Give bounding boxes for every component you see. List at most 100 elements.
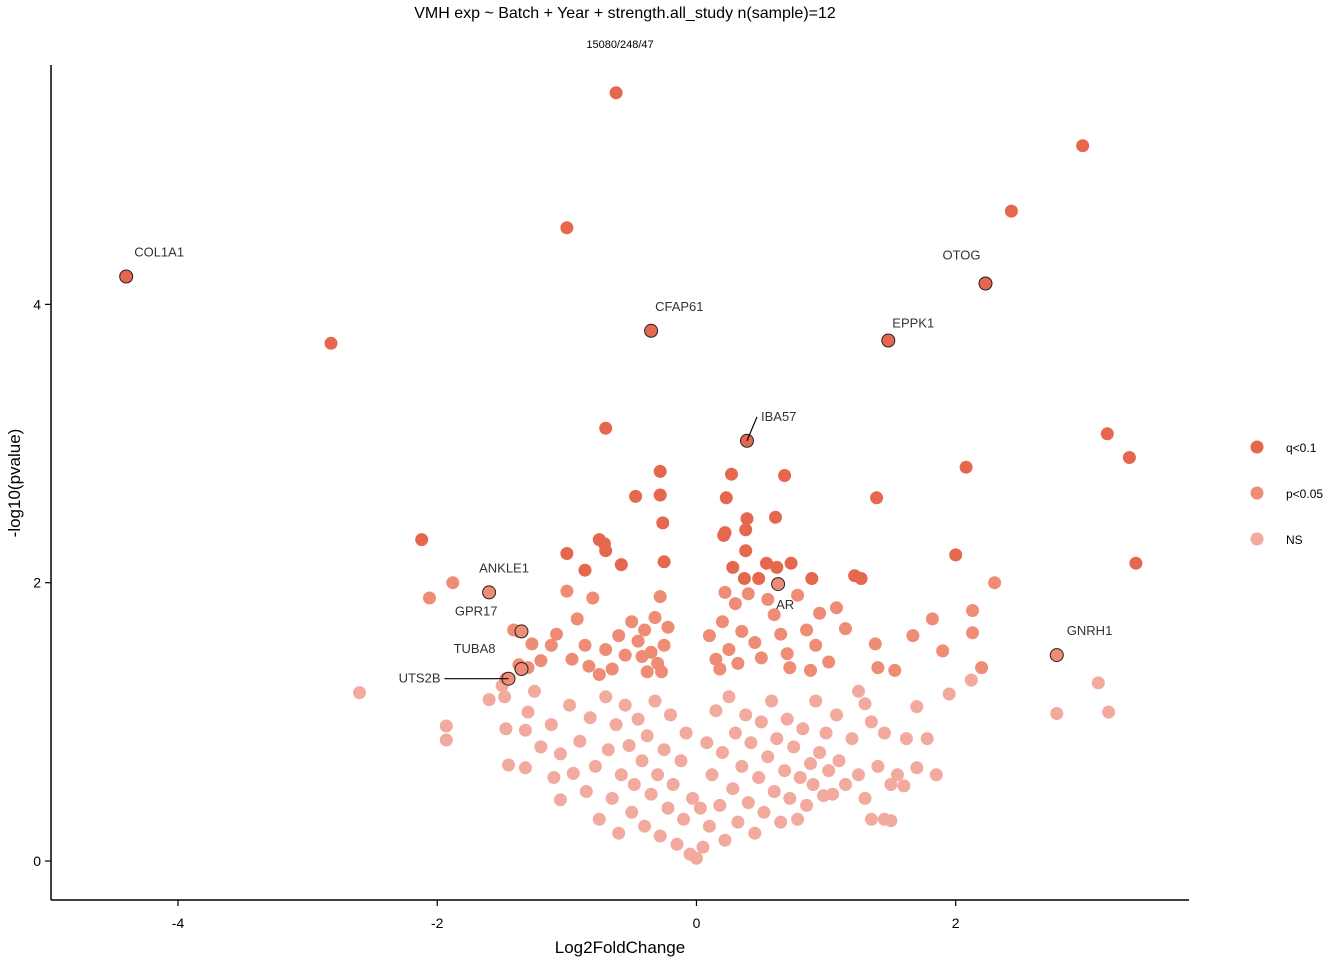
point-p005	[713, 662, 727, 676]
point-p005	[728, 597, 742, 611]
point-q01	[805, 572, 819, 585]
point-ns	[804, 757, 817, 771]
point-ns	[752, 771, 766, 784]
legend-label-p005: p<0.05	[1286, 487, 1323, 501]
point-p005	[640, 665, 654, 679]
point-q01	[560, 221, 574, 235]
point-ns	[709, 704, 723, 718]
point-ns	[793, 771, 807, 784]
gene-label-leader	[746, 416, 758, 442]
y-tick-label: 2	[33, 575, 41, 591]
point-ns	[765, 694, 779, 708]
point-ns	[845, 732, 859, 746]
point-ns	[693, 801, 707, 815]
point-ns	[573, 734, 587, 748]
point-p005	[657, 638, 671, 652]
point-ns	[635, 754, 649, 768]
x-tick-label: 2	[952, 915, 960, 931]
point-p005	[925, 612, 939, 626]
gene-label: OTOG	[942, 248, 980, 263]
x-tick-label: 0	[693, 915, 701, 931]
point-ns	[601, 743, 615, 757]
point-ns	[482, 693, 496, 707]
point-p005	[565, 652, 579, 666]
point-p005	[761, 592, 775, 606]
point-p005	[635, 650, 649, 663]
highlighted-point	[644, 323, 659, 338]
point-p005	[544, 638, 558, 652]
point-ns	[677, 812, 690, 826]
point-ns	[583, 711, 597, 725]
point-p005	[822, 655, 836, 669]
point-q01	[657, 555, 671, 569]
point-ns	[741, 796, 755, 810]
point-q01	[949, 548, 963, 562]
point-q01	[578, 563, 592, 577]
point-ns	[791, 812, 805, 826]
point-ns	[910, 700, 924, 714]
gene-label: GPR17	[455, 603, 498, 618]
point-ns	[588, 759, 602, 773]
gene-label: EPPK1	[892, 316, 934, 331]
point-ns	[757, 805, 771, 819]
point-p005	[871, 661, 885, 675]
point-ns	[739, 708, 753, 722]
point-p005	[715, 615, 729, 629]
legend-label-q01: q<0.1	[1286, 441, 1317, 455]
point-ns	[614, 768, 628, 782]
point-p005	[783, 661, 797, 675]
point-p005	[813, 606, 827, 620]
point-p005	[534, 654, 548, 668]
gene-label: UTS2B	[399, 671, 441, 686]
point-ns	[832, 754, 846, 768]
point-p005	[809, 638, 823, 652]
point-p005	[791, 588, 805, 602]
point-q01	[1122, 451, 1136, 464]
point-ns	[528, 684, 541, 698]
point-ns	[1102, 705, 1116, 719]
point-q01	[609, 86, 623, 100]
point-q01	[1004, 204, 1018, 218]
point-ns	[735, 759, 749, 773]
point-ns	[877, 812, 891, 826]
point-ns	[819, 726, 833, 740]
point-ns	[499, 722, 513, 736]
point-ns	[767, 785, 781, 798]
point-q01	[737, 572, 751, 585]
point-q01	[959, 460, 973, 474]
point-ns	[664, 708, 677, 722]
y-tick-label: 0	[33, 853, 41, 869]
point-q01	[725, 467, 738, 481]
point-p005	[648, 611, 662, 624]
legend-label-ns: NS	[1286, 533, 1303, 547]
point-ns	[661, 801, 675, 815]
point-ns	[679, 726, 693, 740]
point-q01	[740, 512, 754, 526]
point-ns	[599, 690, 613, 704]
point-p005	[638, 623, 652, 637]
point-ns	[780, 712, 794, 726]
gene-label: IBA57	[761, 409, 796, 424]
point-ns	[800, 798, 814, 812]
highlighted-point	[881, 333, 896, 348]
point-ns	[877, 726, 891, 740]
point-ns	[822, 764, 836, 778]
point-p005	[839, 622, 852, 636]
point-p005	[446, 576, 460, 590]
point-ns	[778, 764, 792, 778]
point-ns	[920, 732, 934, 746]
point-ns	[787, 740, 801, 754]
point-ns	[640, 729, 654, 743]
point-ns	[553, 747, 567, 761]
point-p005	[550, 627, 563, 641]
point-ns	[670, 837, 684, 851]
point-p005	[868, 637, 882, 651]
point-ns	[544, 718, 558, 732]
chart-subtitle: 15080/248/47	[586, 39, 653, 51]
point-p005	[804, 663, 817, 677]
point-p005	[605, 662, 619, 676]
point-q01	[653, 488, 667, 502]
point-p005	[748, 636, 762, 649]
point-p005	[582, 659, 596, 673]
